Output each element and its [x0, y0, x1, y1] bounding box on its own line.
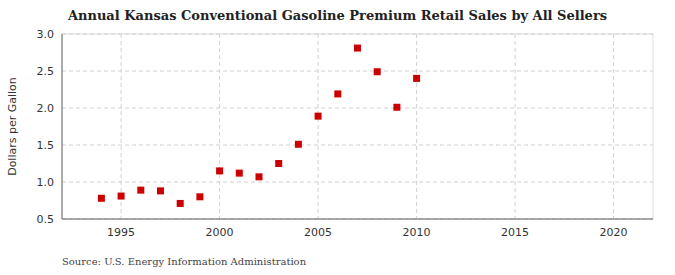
- point: [315, 113, 322, 120]
- chart: 0.5 1.0 1.5 2.0 2.5 3.0 1995 2000 2005 2010 2015 20…: [0, 0, 675, 275]
- point: [157, 187, 164, 194]
- point: [393, 104, 400, 111]
- grid-line: [318, 34, 319, 219]
- point: [177, 200, 184, 207]
- point: [256, 173, 263, 180]
- y-axis-label: Dollars per Gallon: [6, 77, 19, 176]
- x-tick-label: 2020: [600, 226, 628, 239]
- point: [275, 160, 282, 167]
- y-tick-label: 2.0: [37, 102, 55, 115]
- point: [196, 193, 203, 200]
- point: [137, 187, 144, 194]
- y-tick-label: 0.5: [37, 213, 55, 226]
- points: [98, 45, 420, 207]
- grid-line: [62, 71, 653, 72]
- tick-labels: 0.5 1.0 1.5 2.0 2.5 3.0 1995 2000 2005 2010 2015 20…: [37, 28, 628, 239]
- grid-line: [613, 34, 614, 219]
- point: [354, 45, 361, 52]
- grid-line: [515, 34, 516, 219]
- title: Annual Kansas Conventional Gasoline Prem…: [67, 8, 607, 23]
- x-tick-label: 1995: [107, 226, 135, 239]
- grid-line: [62, 108, 653, 109]
- y-axis-line: [62, 34, 63, 219]
- grid-line: [62, 219, 653, 220]
- x-tick-label: 2000: [206, 226, 234, 239]
- point: [98, 195, 105, 202]
- point: [295, 141, 302, 148]
- point: [216, 167, 223, 174]
- y-tick-label: 3.0: [37, 28, 55, 41]
- grid-line: [62, 145, 653, 146]
- x-tick-label: 2015: [501, 226, 529, 239]
- source-note: Source: U.S. Energy Information Administ…: [62, 256, 307, 267]
- point: [118, 193, 125, 200]
- y-tick-label: 1.0: [37, 176, 55, 189]
- x-tick-label: 2005: [304, 226, 332, 239]
- x-axis-line: [62, 219, 653, 220]
- grid: [62, 34, 653, 219]
- point: [413, 75, 420, 82]
- grid-line: [416, 34, 417, 219]
- point: [236, 170, 243, 177]
- grid-line: [219, 34, 220, 219]
- grid-line: [62, 34, 653, 35]
- point: [374, 68, 381, 75]
- x-tick-label: 2010: [403, 226, 431, 239]
- y-tick-label: 2.5: [37, 65, 55, 78]
- grid-line: [62, 182, 653, 183]
- point: [334, 90, 341, 97]
- plot-area: [62, 34, 653, 219]
- grid-line: [121, 34, 122, 219]
- y-tick-label: 1.5: [37, 139, 55, 152]
